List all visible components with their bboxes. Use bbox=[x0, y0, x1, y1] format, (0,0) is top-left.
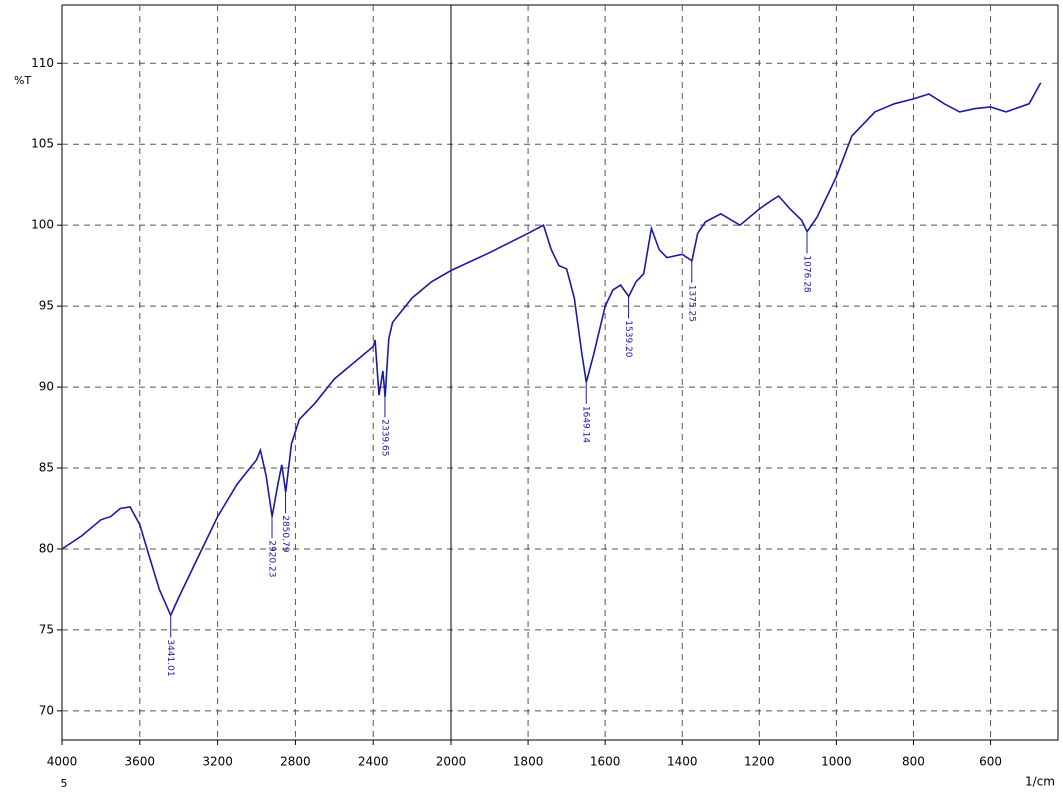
y-tick-label: 75 bbox=[39, 622, 54, 636]
x-tick-label: 2000 bbox=[436, 755, 467, 769]
y-tick-label: 95 bbox=[39, 299, 54, 313]
peak-label: 2339.65 bbox=[379, 419, 389, 456]
x-tick-label: 3600 bbox=[125, 755, 156, 769]
peak-label: 1539.20 bbox=[623, 320, 633, 357]
y-axis-label: %T bbox=[14, 74, 31, 87]
peak-label: 2850.79 bbox=[280, 515, 290, 552]
y-tick-label: 110 bbox=[31, 56, 54, 70]
x-tick-label: 3200 bbox=[202, 755, 233, 769]
plot-frame bbox=[61, 4, 1059, 741]
x-axis-label: 1/cm bbox=[1025, 775, 1055, 789]
y-tick-label: 90 bbox=[39, 380, 54, 394]
x-tick-label: 4000 bbox=[47, 755, 78, 769]
y-tick-label: 100 bbox=[31, 218, 54, 232]
x-tick-label: 800 bbox=[902, 755, 925, 769]
y-tick-label: 70 bbox=[39, 703, 54, 717]
x-tick-label: 2400 bbox=[358, 755, 389, 769]
peak-label: 3441.01 bbox=[165, 639, 175, 676]
x-tick-label: 1800 bbox=[513, 755, 544, 769]
x-tick-label: 1600 bbox=[590, 755, 621, 769]
y-tick-label: 80 bbox=[39, 541, 54, 555]
spectrum-line bbox=[61, 82, 1042, 618]
peak-label: 1375.25 bbox=[686, 285, 696, 322]
peak-label: 1076.28 bbox=[801, 255, 811, 292]
x-tick-label: 1000 bbox=[821, 755, 852, 769]
x-tick-label: 1400 bbox=[667, 755, 698, 769]
y-tick-label: 85 bbox=[39, 461, 54, 475]
x-tick-label: 1200 bbox=[744, 755, 775, 769]
footnote: 5 bbox=[61, 777, 68, 790]
peak-label: 2920.23 bbox=[267, 540, 277, 577]
y-tick-label: 105 bbox=[31, 137, 54, 151]
x-tick-label: 2800 bbox=[280, 755, 311, 769]
peak-label: 1649.14 bbox=[581, 406, 591, 443]
x-tick-label: 600 bbox=[979, 755, 1002, 769]
